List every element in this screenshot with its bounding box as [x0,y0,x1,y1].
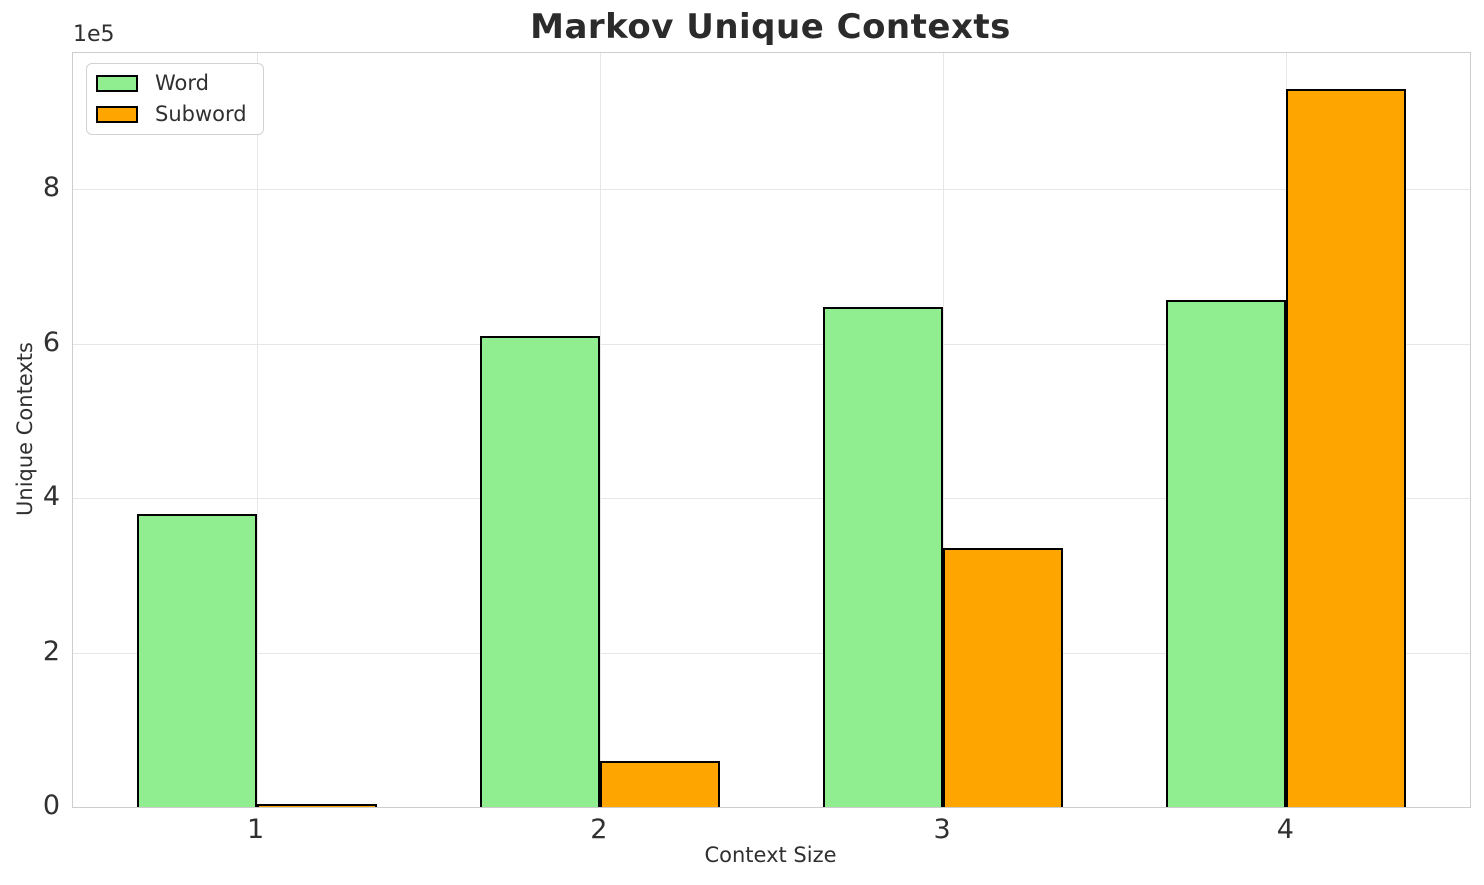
bar-subword-2 [599,760,720,807]
x-tick-label: 4 [1276,814,1294,845]
gridline-horizontal [73,652,1470,654]
gridline-horizontal [73,343,1470,345]
bar-word-2 [479,336,600,807]
legend-swatch-word-icon [96,75,138,92]
x-axis-label: Context Size [704,843,837,867]
bar-word-4 [1166,299,1287,807]
x-tick-label: 3 [933,814,951,845]
y-tick-label: 0 [42,790,60,821]
bar-subword-1 [256,804,377,807]
gridline-vertical [943,53,945,807]
gridline-vertical [599,53,601,807]
bar-word-1 [136,513,257,807]
y-tick-label: 6 [42,326,60,358]
x-tick-label: 1 [247,814,265,845]
legend-label-word: Word [155,71,209,95]
bar-subword-4 [1286,88,1407,807]
bar-word-3 [822,307,944,807]
y-tick-label: 2 [42,635,60,667]
legend-item-word: Word [96,71,247,96]
legend-item-subword: Subword [96,102,247,127]
legend-swatch-subword-icon [96,106,138,123]
legend-label-subword: Subword [155,102,247,126]
gridline-vertical [256,53,258,807]
plot-area: Word Subword [72,52,1471,808]
gridline-horizontal [73,189,1470,191]
y-axis-offset-text: 1e5 [73,22,115,47]
y-tick-label: 4 [42,481,60,513]
gridline-horizontal [73,498,1470,500]
y-tick-label: 8 [42,172,60,204]
chart-title: Markov Unique Contexts [530,7,1011,47]
x-tick-label: 2 [590,814,608,845]
legend: Word Subword [86,63,264,135]
bar-subword-3 [943,548,1064,807]
